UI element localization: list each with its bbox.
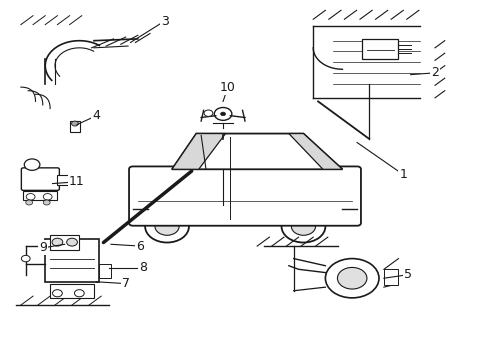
Text: 5: 5 — [404, 268, 412, 281]
FancyBboxPatch shape — [22, 168, 59, 190]
Bar — [57, 175, 72, 185]
FancyBboxPatch shape — [45, 239, 99, 282]
Text: 9: 9 — [39, 241, 47, 255]
Polygon shape — [172, 134, 225, 169]
Circle shape — [67, 238, 77, 246]
Bar — [50, 284, 94, 298]
Circle shape — [338, 267, 367, 289]
Bar — [362, 39, 398, 59]
Circle shape — [26, 200, 32, 205]
Text: 8: 8 — [139, 261, 147, 274]
FancyBboxPatch shape — [129, 166, 361, 226]
Text: 11: 11 — [69, 175, 85, 188]
Text: 2: 2 — [431, 66, 439, 79]
Circle shape — [204, 110, 213, 116]
Circle shape — [155, 217, 179, 235]
Circle shape — [22, 255, 30, 262]
Bar — [50, 235, 79, 249]
Circle shape — [325, 258, 379, 298]
Bar — [384, 269, 397, 285]
Bar — [70, 121, 80, 132]
Circle shape — [52, 238, 63, 246]
Circle shape — [43, 194, 52, 200]
Circle shape — [24, 159, 40, 170]
Bar — [99, 264, 111, 278]
Polygon shape — [289, 134, 343, 169]
Circle shape — [220, 112, 225, 116]
Circle shape — [26, 194, 35, 200]
Circle shape — [282, 210, 325, 243]
Circle shape — [145, 210, 189, 243]
Circle shape — [43, 200, 50, 205]
Circle shape — [74, 290, 84, 297]
Circle shape — [292, 217, 316, 235]
Circle shape — [214, 108, 232, 120]
Text: 7: 7 — [122, 277, 130, 290]
Text: 10: 10 — [220, 81, 236, 94]
Polygon shape — [172, 134, 343, 169]
Bar — [24, 191, 57, 200]
Text: 6: 6 — [136, 240, 144, 253]
Circle shape — [72, 121, 78, 126]
Text: 1: 1 — [399, 168, 407, 181]
Text: 3: 3 — [161, 14, 169, 27]
Circle shape — [52, 290, 62, 297]
Text: 4: 4 — [93, 109, 100, 122]
